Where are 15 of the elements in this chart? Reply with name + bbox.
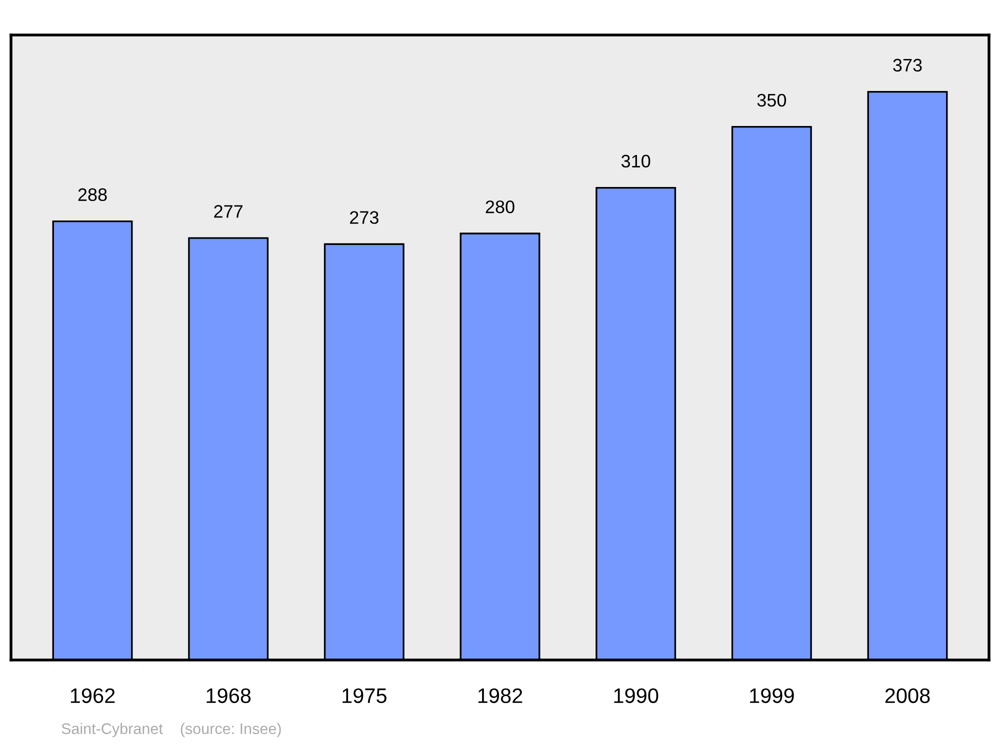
x-tick-label: 1999 bbox=[750, 688, 794, 704]
x-tick-label: 2008 bbox=[885, 688, 930, 704]
x-tick-label: 1990 bbox=[614, 688, 658, 704]
data-label: 277 bbox=[214, 205, 242, 218]
x-tick-label: 1982 bbox=[478, 688, 522, 704]
data-label: 350 bbox=[757, 94, 786, 107]
data-label: 310 bbox=[621, 154, 650, 168]
data-label: 288 bbox=[78, 188, 107, 202]
x-tick-label: 1962 bbox=[70, 688, 115, 704]
data-label: 273 bbox=[350, 211, 378, 224]
x-tick-label: 1968 bbox=[206, 688, 251, 704]
text: Saint-Cybranet (source: Insee) bbox=[62, 722, 281, 738]
x-tick-label: 1975 bbox=[342, 688, 386, 704]
data-label: 280 bbox=[486, 200, 514, 214]
data-label: 373 bbox=[893, 58, 922, 72]
